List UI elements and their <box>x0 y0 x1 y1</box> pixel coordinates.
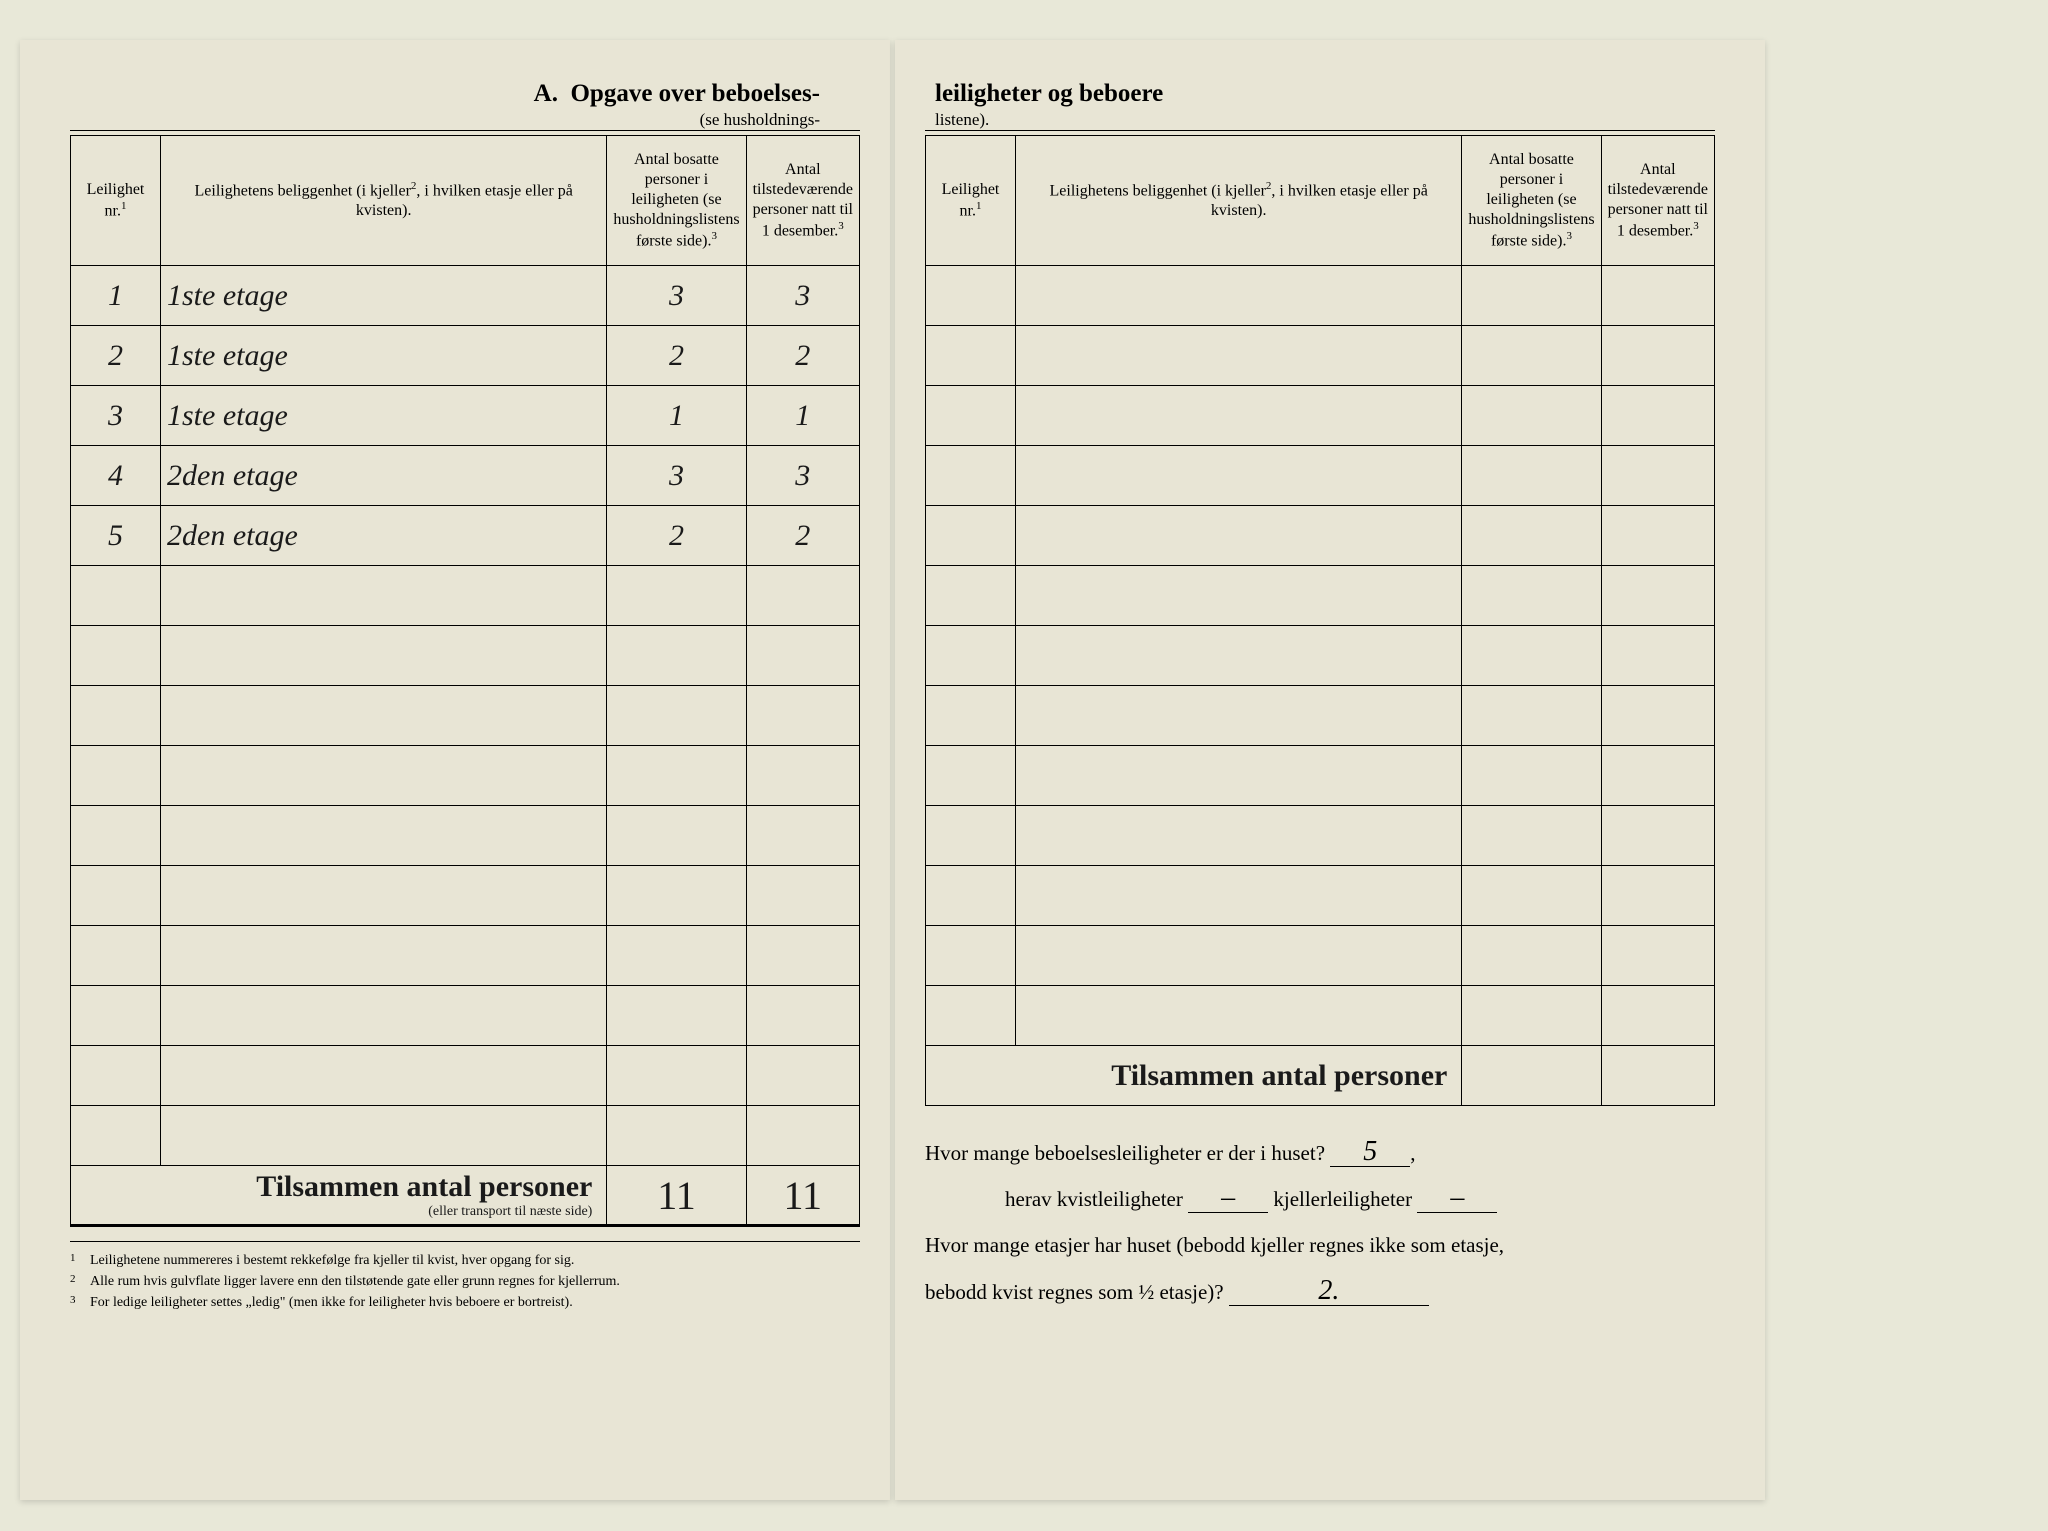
header-sub-left: (se husholdnings- <box>70 110 860 131</box>
header-right: leiligheter og beboere <box>925 80 1715 108</box>
left-page: A. Opgave over beboelses- (se husholdnin… <box>20 40 890 1500</box>
table-row-blank <box>71 926 860 986</box>
cell-n1: 2 <box>607 506 746 566</box>
cell-loc: 2den etage <box>161 506 607 566</box>
table-row: 21ste etage22 <box>71 326 860 386</box>
table-row-blank <box>926 266 1715 326</box>
table-row-blank <box>926 446 1715 506</box>
table-row-blank <box>71 1046 860 1106</box>
table-row: 31ste etage11 <box>71 386 860 446</box>
cell-loc: 1ste etage <box>161 386 607 446</box>
cell-n1: 1 <box>607 386 746 446</box>
form-table-left: Leilighet nr.1 Leilighetens beliggenhet … <box>70 135 860 1227</box>
footnotes: 1Leilighetene nummereres i bestemt rekke… <box>70 1241 860 1313</box>
right-page: leiligheter og beboere listene). Leiligh… <box>895 40 1765 1500</box>
col-loc: Leilighetens beliggenhet (i kjeller2, i … <box>161 136 607 266</box>
table-row: 52den etage22 <box>71 506 860 566</box>
section-letter: A. Opgave over beboelses- <box>534 80 820 108</box>
q2a: Hvor mange etasjer har huset (bebodd kje… <box>925 1222 1715 1268</box>
footnote: 2Alle rum hvis gulvflate ligger lavere e… <box>70 1271 860 1292</box>
col-nr-r: Leilighet nr.1 <box>926 136 1016 266</box>
table-row-blank <box>71 626 860 686</box>
col-n1: Antal bosatte personer i leiligheten (se… <box>607 136 746 266</box>
q1: Hvor mange beboelsesleiligheter er der i… <box>925 1130 1715 1176</box>
cell-n2: 3 <box>746 446 859 506</box>
cell-nr: 5 <box>71 506 161 566</box>
q1c-answer: – <box>1417 1184 1497 1213</box>
cell-n2: 2 <box>746 326 859 386</box>
table-row: 11ste etage33 <box>71 266 860 326</box>
cell-loc: 1ste etage <box>161 326 607 386</box>
q1-answer: 5 <box>1330 1138 1410 1167</box>
header-sub-right: listene). <box>925 110 1715 131</box>
table-row-blank <box>71 986 860 1046</box>
footnote: 3For ledige leiligheter settes „ledig" (… <box>70 1292 860 1313</box>
table-row-blank <box>926 986 1715 1046</box>
q1b: herav kvistleiligheter – kjellerleilighe… <box>925 1176 1715 1222</box>
table-row: 42den etage33 <box>71 446 860 506</box>
q2-answer: 2. <box>1229 1277 1429 1306</box>
col-n2: Antal tilstedeværende personer natt til … <box>746 136 859 266</box>
footnote: 1Leilighetene nummereres i bestemt rekke… <box>70 1250 860 1271</box>
q2b: bebodd kvist regnes som ½ etasje)? 2. <box>925 1269 1715 1315</box>
total-n2-r <box>1601 1046 1714 1106</box>
table-row-blank <box>926 326 1715 386</box>
table-row-blank <box>71 1106 860 1166</box>
total-n2: 11 <box>746 1166 859 1226</box>
cell-n2: 2 <box>746 506 859 566</box>
table-row-blank <box>926 566 1715 626</box>
total-label: Tilsammen antal personer (eller transpor… <box>71 1166 607 1226</box>
table-row-blank <box>926 506 1715 566</box>
header-left: A. Opgave over beboelses- <box>70 80 860 108</box>
col-nr: Leilighet nr.1 <box>71 136 161 266</box>
cell-nr: 3 <box>71 386 161 446</box>
cell-nr: 1 <box>71 266 161 326</box>
table-row-blank <box>926 926 1715 986</box>
col-loc-r: Leilighetens beliggenhet (i kjeller2, i … <box>1016 136 1462 266</box>
cell-n2: 1 <box>746 386 859 446</box>
table-row-blank <box>926 866 1715 926</box>
table-row-blank <box>71 566 860 626</box>
title-right: leiligheter og beboere <box>935 80 1163 108</box>
q1b-answer: – <box>1188 1184 1268 1213</box>
table-row-blank <box>926 626 1715 686</box>
form-table-right: Leilighet nr.1 Leilighetens beliggenhet … <box>925 135 1715 1106</box>
col-n1-r: Antal bosatte personer i leiligheten (se… <box>1462 136 1601 266</box>
cell-n2: 3 <box>746 266 859 326</box>
table-row-blank <box>71 746 860 806</box>
table-row-blank <box>71 806 860 866</box>
table-row-blank <box>926 746 1715 806</box>
table-row-blank <box>71 686 860 746</box>
cell-n1: 3 <box>607 446 746 506</box>
cell-loc: 2den etage <box>161 446 607 506</box>
total-n1: 11 <box>607 1166 746 1226</box>
cell-loc: 1ste etage <box>161 266 607 326</box>
cell-nr: 4 <box>71 446 161 506</box>
total-n1-r <box>1462 1046 1601 1106</box>
table-row-blank <box>71 866 860 926</box>
cell-n1: 3 <box>607 266 746 326</box>
cell-n1: 2 <box>607 326 746 386</box>
cell-nr: 2 <box>71 326 161 386</box>
total-label-r: Tilsammen antal personer <box>926 1046 1462 1106</box>
table-row-blank <box>926 686 1715 746</box>
questions: Hvor mange beboelsesleiligheter er der i… <box>925 1130 1715 1315</box>
table-row-blank <box>926 806 1715 866</box>
col-n2-r: Antal tilstedeværende personer natt til … <box>1601 136 1714 266</box>
table-row-blank <box>926 386 1715 446</box>
